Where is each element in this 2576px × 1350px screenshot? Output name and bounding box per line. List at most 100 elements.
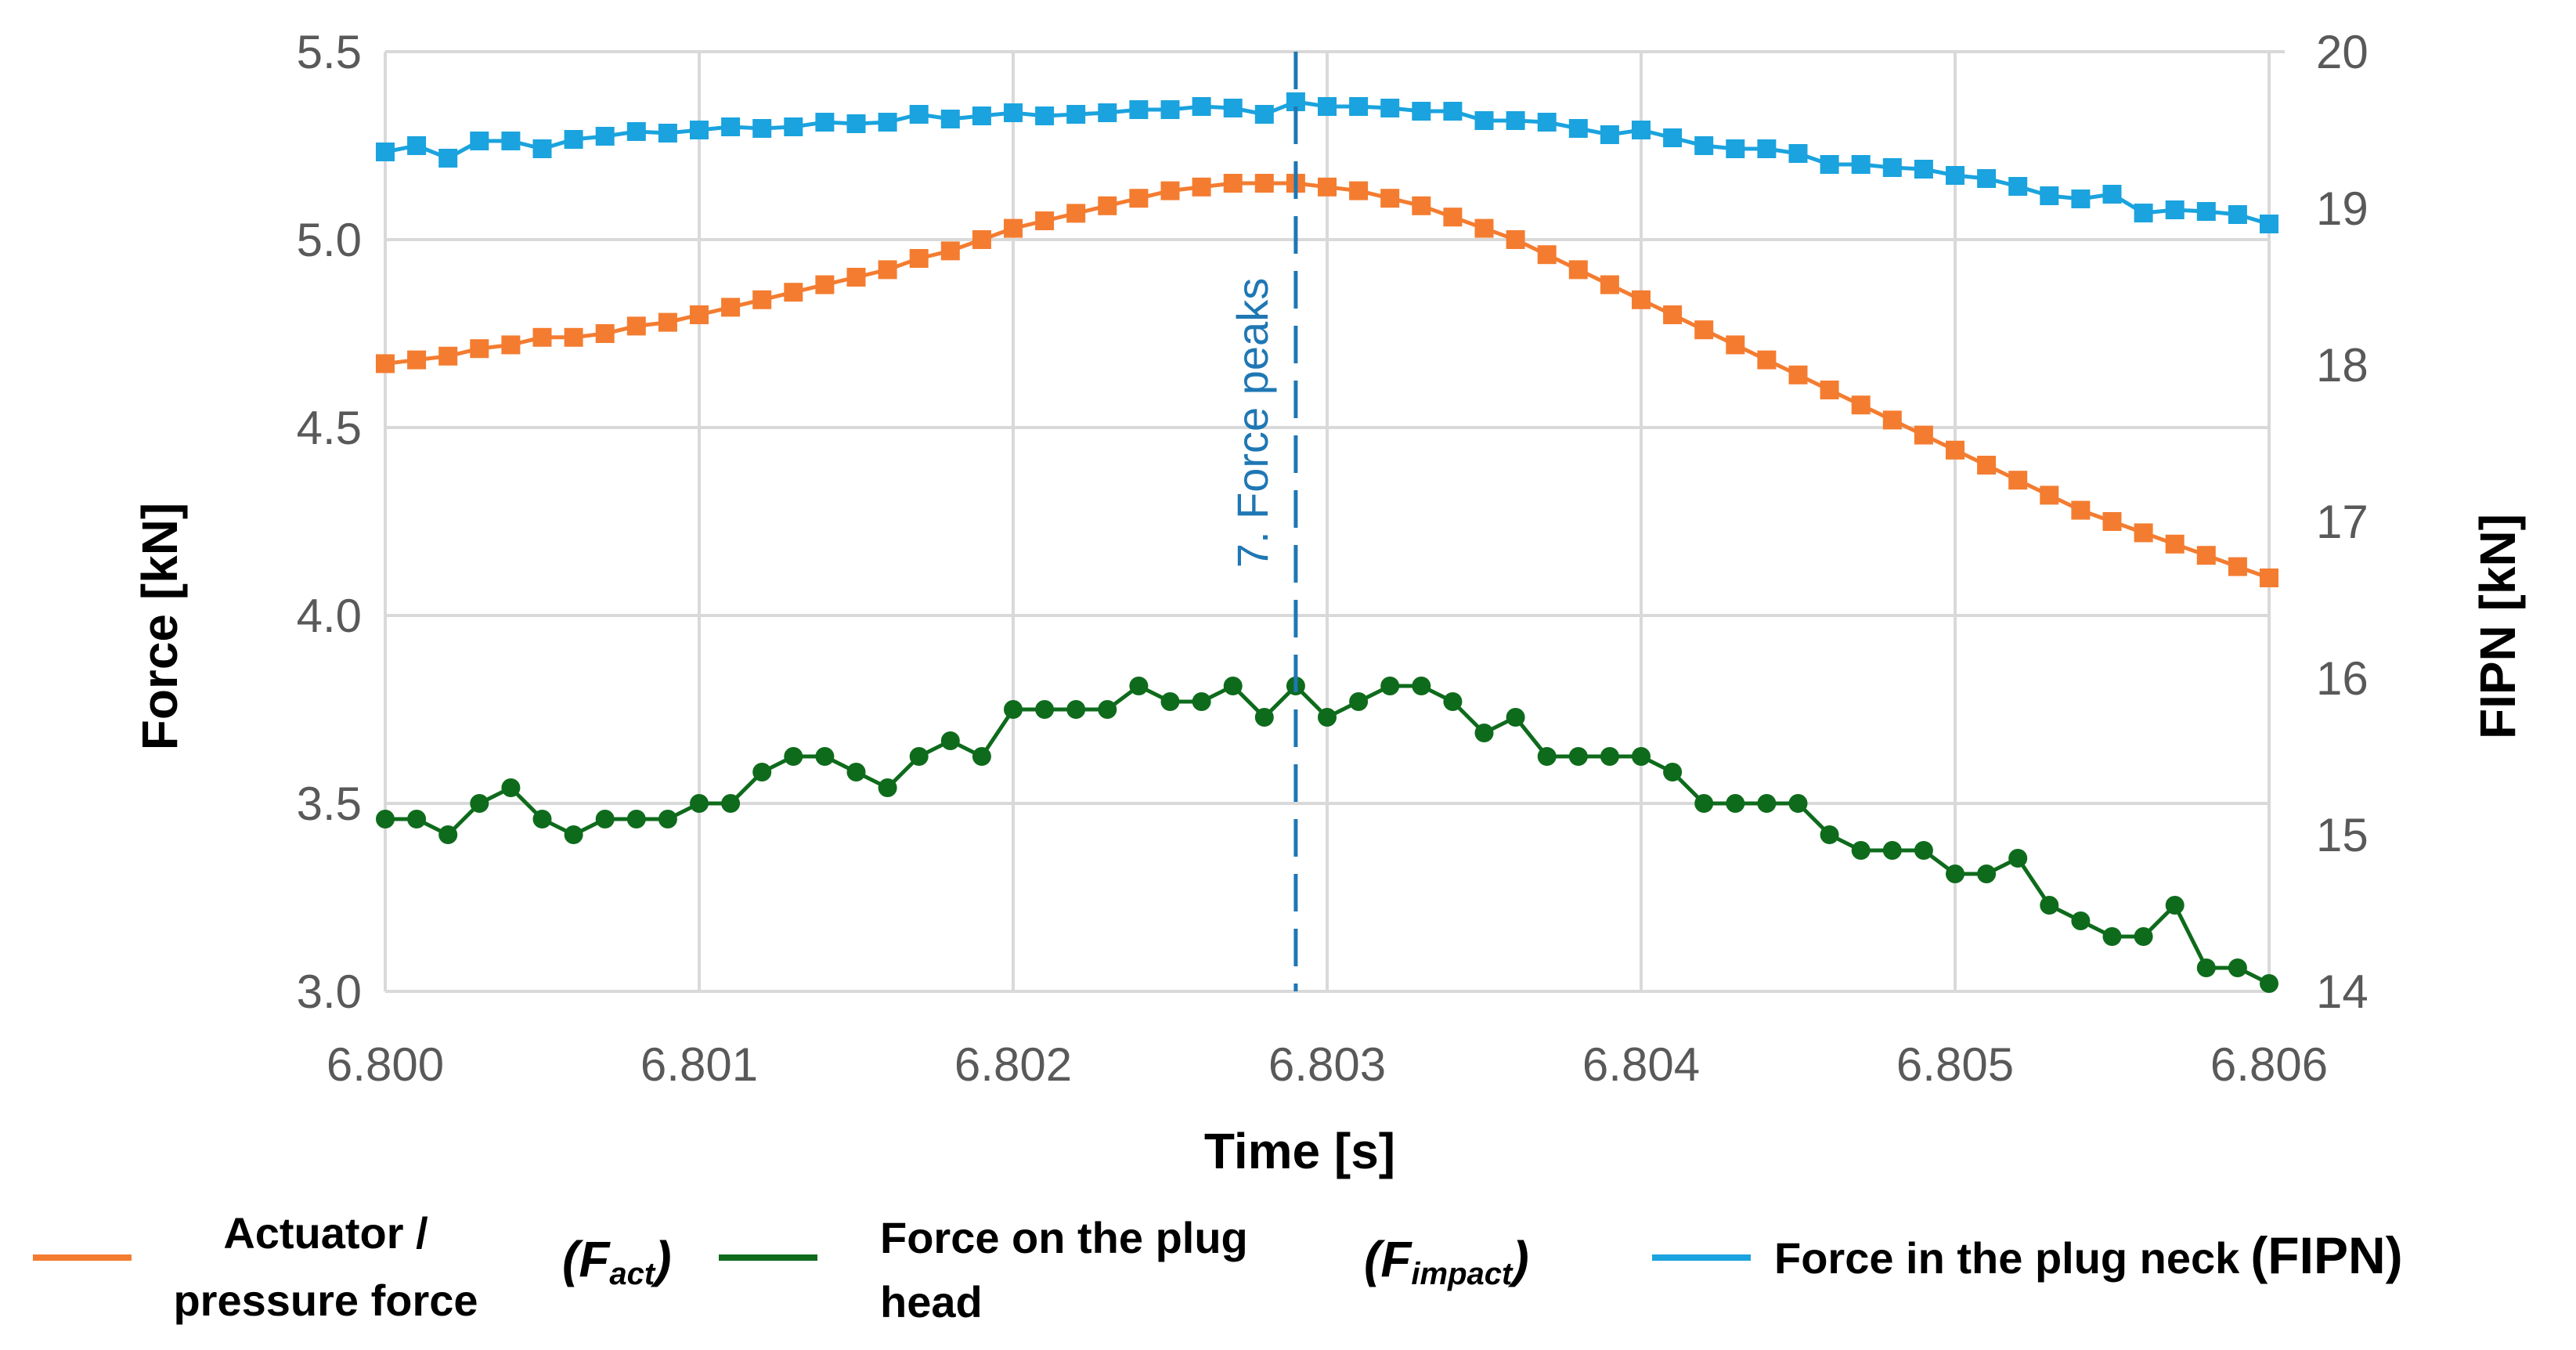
legend-symbol-plug-head-sub: impact xyxy=(1411,1257,1513,1291)
data-point xyxy=(2165,200,2185,219)
data-point xyxy=(2196,958,2216,977)
grid-lines xyxy=(384,50,2285,993)
data-point xyxy=(972,747,991,766)
data-point xyxy=(1192,692,1211,711)
data-point xyxy=(1851,155,1871,174)
legend-item-plug-head: Force on the plug head (Fimpact) xyxy=(719,1213,1529,1327)
data-point xyxy=(376,143,395,161)
data-point xyxy=(2134,927,2153,946)
x-axis-title: Time [s] xyxy=(1204,1123,1395,1179)
data-point xyxy=(1726,794,1745,813)
data-point xyxy=(1129,100,1149,119)
data-point xyxy=(1160,100,1180,119)
data-point xyxy=(1443,692,1463,711)
data-point xyxy=(1098,700,1117,719)
data-point xyxy=(2165,534,2185,554)
y-tick-label: 4.5 xyxy=(297,402,362,454)
data-point xyxy=(1632,121,1651,139)
data-point xyxy=(1757,350,1777,370)
data-point xyxy=(784,747,803,766)
data-point xyxy=(2008,471,2028,490)
legend-label-actuator-line1: Actuator / xyxy=(223,1208,428,1258)
data-point xyxy=(595,810,615,828)
data-point xyxy=(438,825,458,844)
y2-tick-label: 16 xyxy=(2316,652,2369,705)
data-point xyxy=(1506,708,1525,727)
data-point xyxy=(1977,865,1997,883)
data-point xyxy=(752,290,772,309)
force-peak-label: 7. Force peaks xyxy=(1228,278,1277,568)
data-point xyxy=(564,130,583,149)
data-point xyxy=(1129,677,1149,695)
data-point xyxy=(532,810,552,828)
data-point xyxy=(1380,99,1400,117)
data-point xyxy=(532,327,552,347)
x-tick-label: 6.806 xyxy=(2210,1038,2328,1091)
data-point xyxy=(846,114,866,133)
x-tick-label: 6.805 xyxy=(1896,1038,2014,1091)
data-point xyxy=(470,132,489,150)
data-point xyxy=(1098,103,1117,122)
data-point xyxy=(2260,215,2278,233)
data-point xyxy=(2008,849,2028,868)
data-point xyxy=(721,298,741,317)
data-point xyxy=(846,268,866,287)
y2-tick-label: 14 xyxy=(2316,966,2369,1018)
data-point xyxy=(1192,97,1211,116)
data-point xyxy=(1914,425,1933,445)
legend-item-plug-neck: Force in the plug neck (FIPN) xyxy=(1652,1226,2403,1284)
data-point xyxy=(2008,177,2028,196)
data-point xyxy=(2071,911,2091,930)
y2-tick-label: 19 xyxy=(2316,182,2369,235)
data-point xyxy=(940,731,960,750)
data-point xyxy=(1160,181,1180,200)
data-point xyxy=(1066,204,1086,223)
data-point xyxy=(940,110,960,128)
x-tick-label: 6.800 xyxy=(327,1038,444,1091)
data-point xyxy=(2260,569,2278,587)
data-point xyxy=(1004,218,1023,238)
data-point xyxy=(1254,105,1274,124)
data-point xyxy=(1349,181,1369,200)
legend-symbol-plug-head: (Fimpact) xyxy=(1364,1231,1529,1291)
y2-tick-label: 18 xyxy=(2316,339,2369,392)
data-point xyxy=(1568,119,1588,138)
data-point xyxy=(909,105,929,124)
data-point xyxy=(2228,557,2247,576)
data-point xyxy=(1537,747,1557,766)
data-point xyxy=(1412,677,1431,695)
data-point xyxy=(470,794,489,813)
data-point xyxy=(658,810,677,828)
data-point xyxy=(1474,218,1494,238)
series-2 xyxy=(376,92,2278,233)
data-point xyxy=(1663,128,1683,147)
data-point xyxy=(1694,320,1714,340)
data-point xyxy=(1946,440,1964,460)
data-point xyxy=(1474,724,1494,742)
data-point xyxy=(1380,677,1400,695)
data-point xyxy=(1066,105,1086,124)
data-point xyxy=(2165,896,2185,915)
data-point xyxy=(1318,177,1337,197)
data-point xyxy=(2040,485,2059,505)
y2-tick-label: 17 xyxy=(2316,496,2369,548)
x-tick-label: 6.802 xyxy=(954,1038,1072,1091)
data-point xyxy=(972,106,991,125)
data-point xyxy=(2228,958,2247,977)
x-tick-label: 6.804 xyxy=(1582,1038,1700,1091)
data-point xyxy=(1506,230,1525,249)
data-point xyxy=(376,354,395,374)
data-point xyxy=(1318,708,1337,727)
data-point xyxy=(1160,692,1180,711)
data-point xyxy=(1600,275,1619,294)
y2-axis-title: FIPN [kN] xyxy=(2470,514,2526,739)
data-point xyxy=(2102,512,2122,531)
data-point xyxy=(1757,139,1777,158)
data-point xyxy=(690,794,709,813)
data-point xyxy=(1788,794,1808,813)
data-point xyxy=(438,149,458,168)
data-point xyxy=(1663,305,1683,324)
data-point xyxy=(690,121,709,139)
y2-tick-label: 20 xyxy=(2316,26,2369,78)
legend-label-plug-head-line1: Force on the plug xyxy=(880,1213,1248,1262)
